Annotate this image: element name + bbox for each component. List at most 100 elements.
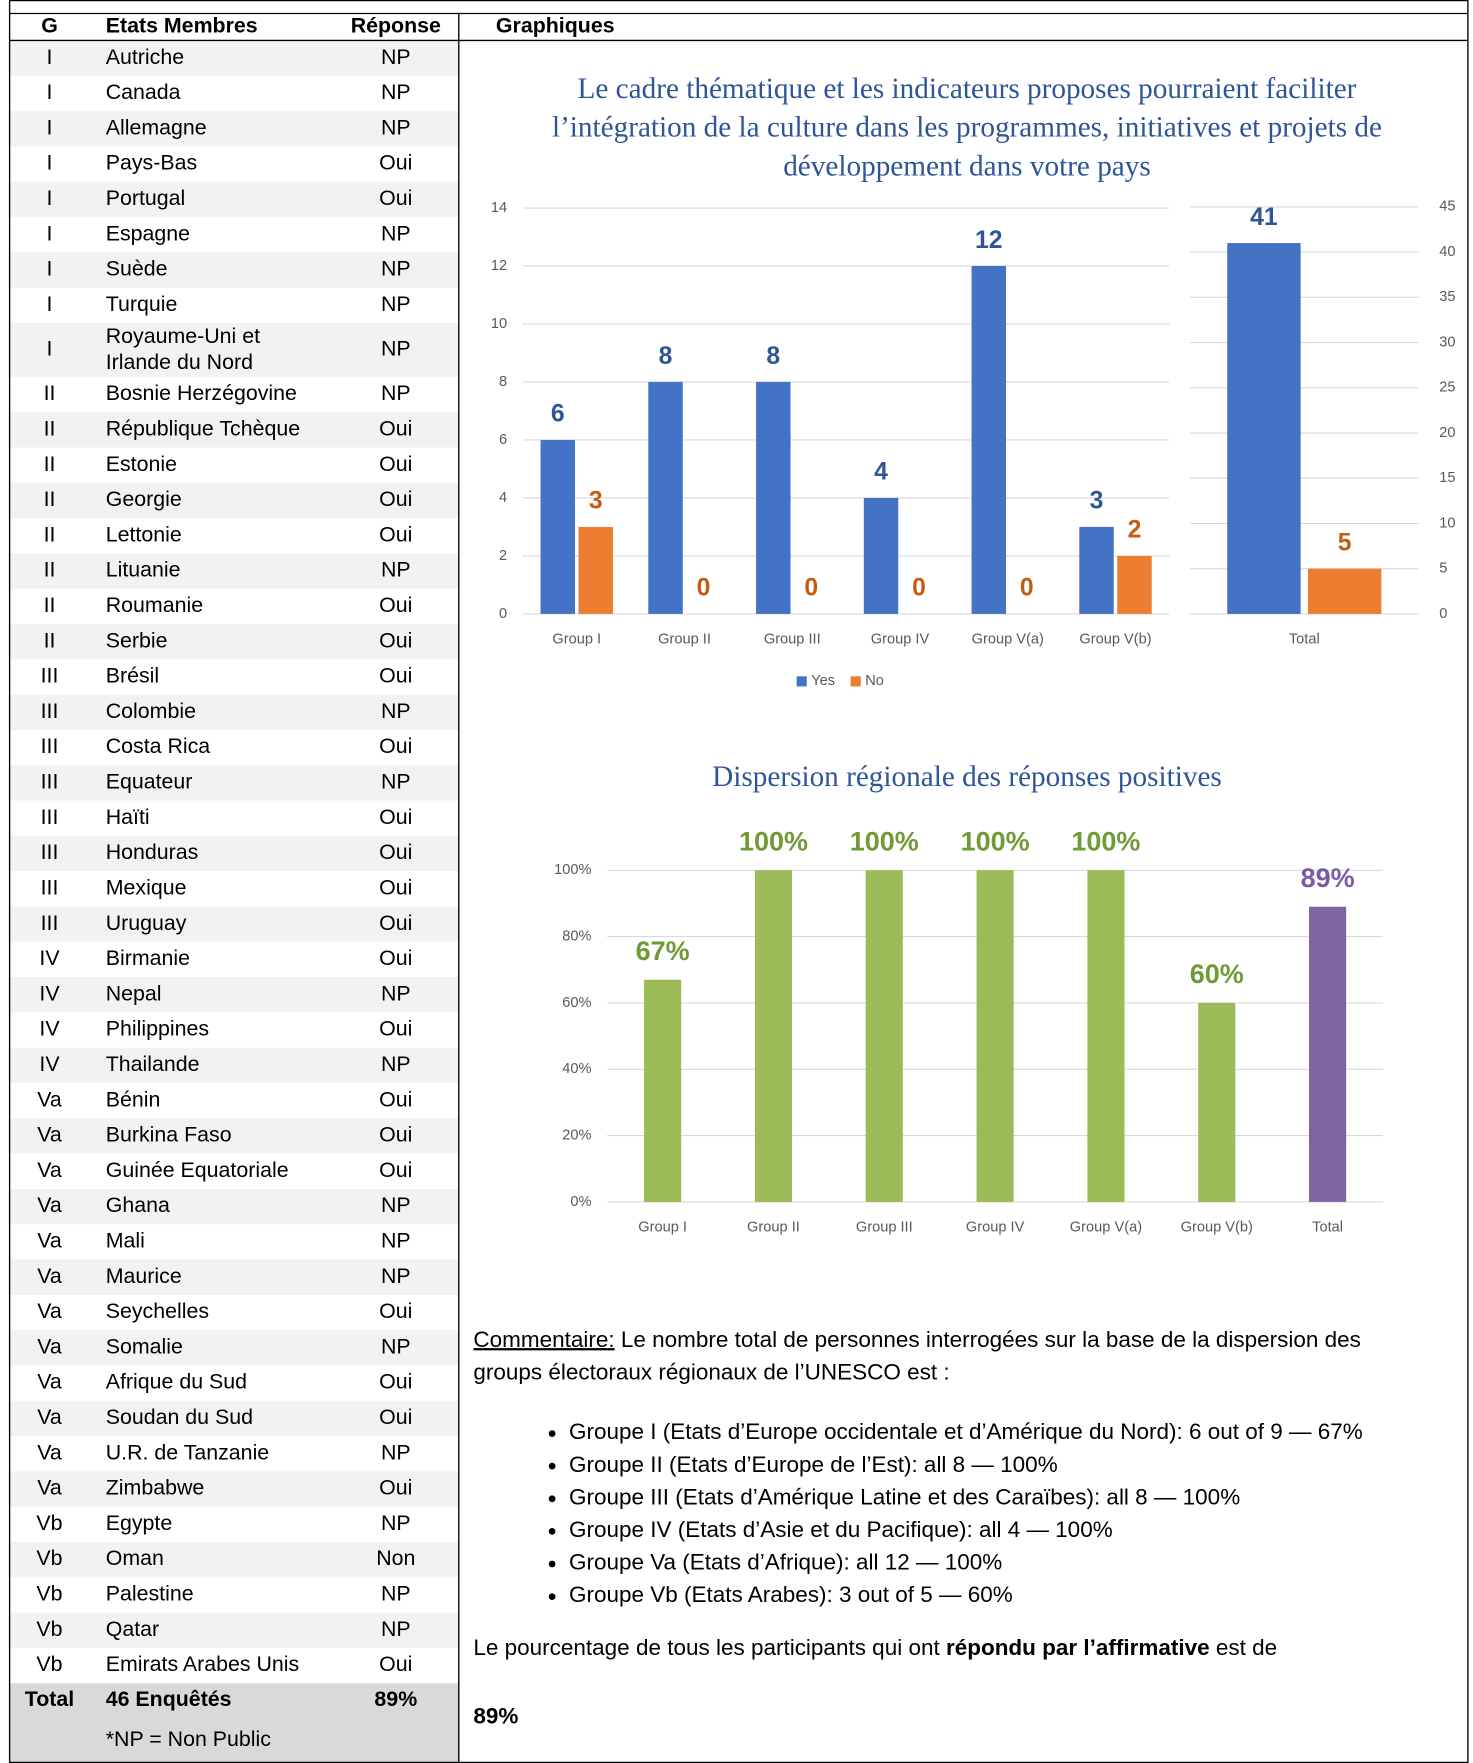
- bullet: Groupe IV (Etats d’Asie et du Pacifique)…: [569, 1515, 1457, 1548]
- bar: [1307, 568, 1382, 614]
- bar: [578, 526, 613, 614]
- row-band: [9, 1612, 459, 1648]
- column-header: Graphiques: [496, 14, 615, 38]
- response-cell: NP: [381, 337, 411, 361]
- group-cell: Va: [37, 1087, 62, 1111]
- response-cell: Oui: [379, 1370, 412, 1394]
- group-cell: II: [44, 487, 56, 511]
- group-cell: II: [44, 452, 56, 476]
- x-tick-label: Group V(b): [1079, 632, 1151, 648]
- group-cell: Vb: [36, 1511, 62, 1535]
- commentary: Commentaire: Le nombre total de personne…: [473, 1324, 1468, 1763]
- column-header: Etats Membres: [106, 14, 258, 38]
- group-cell: I: [47, 186, 53, 210]
- country-cell: Irlande du Nord: [106, 350, 253, 374]
- group-cell: Va: [37, 1264, 62, 1288]
- y-tick-label: 15: [1439, 470, 1455, 486]
- chart-title: Dispersion régionale des réponses positi…: [712, 761, 1222, 793]
- group-cell: Va: [37, 1299, 62, 1323]
- response-cell: Oui: [379, 840, 412, 864]
- y-tick-label: 25: [1439, 380, 1455, 396]
- column-header: G: [41, 14, 58, 38]
- y-tick-label: 6: [499, 432, 507, 448]
- x-tick-label: Group II: [658, 632, 711, 648]
- group-cell: III: [41, 664, 59, 688]
- response-cell: Oui: [379, 593, 412, 617]
- total-cell: 46 Enquêtés: [106, 1687, 232, 1711]
- data-label: 60%: [1190, 959, 1244, 989]
- bullet: Groupe II (Etats d’Europe de l’Est): all…: [569, 1449, 1457, 1482]
- row-band: [9, 765, 459, 801]
- response-cell: Non: [376, 1546, 415, 1570]
- country-cell: Brésil: [106, 664, 159, 688]
- group-cell: IV: [39, 981, 60, 1005]
- response-cell: NP: [381, 558, 411, 582]
- data-label: 41: [1250, 204, 1278, 231]
- data-label: 100%: [961, 826, 1030, 856]
- country-cell: Seychelles: [106, 1299, 209, 1323]
- bullet: Groupe Va (Etats d’Afrique): all 12 — 10…: [569, 1547, 1457, 1580]
- bar: [644, 979, 682, 1202]
- row-band: [9, 977, 459, 1013]
- group-cell: Vb: [36, 1652, 62, 1676]
- row-band: [9, 252, 459, 288]
- x-tick-label: Group V(a): [972, 632, 1044, 648]
- response-cell: Oui: [379, 416, 412, 440]
- country-cell: Nepal: [106, 981, 162, 1005]
- response-cell: NP: [381, 1193, 411, 1217]
- country-cell: Maurice: [106, 1264, 182, 1288]
- group-cell: III: [41, 734, 59, 758]
- x-tick-label: Group III: [856, 1220, 913, 1236]
- data-label: 5: [1338, 529, 1352, 556]
- response-cell: Oui: [379, 875, 412, 899]
- group-cell: II: [44, 416, 56, 440]
- bar: [1117, 555, 1152, 614]
- response-cell: Oui: [379, 1405, 412, 1429]
- closing-bold: répondu par l’affirmative: [945, 1635, 1210, 1661]
- x-tick-label: Group III: [764, 632, 821, 648]
- group-cell: II: [44, 593, 56, 617]
- country-cell: Georgie: [106, 487, 182, 511]
- data-label: 0: [912, 575, 926, 602]
- y-tick-label: 40%: [562, 1061, 591, 1077]
- response-cell: Oui: [379, 1123, 412, 1147]
- row-band: [9, 1118, 459, 1154]
- group-cell: IV: [39, 946, 60, 970]
- country-cell: Bosnie Herzégovine: [106, 381, 297, 405]
- group-cell: II: [44, 628, 56, 652]
- response-cell: Oui: [379, 186, 412, 210]
- response-cell: NP: [381, 699, 411, 723]
- row-band: [9, 111, 459, 147]
- x-tick-label: Group I: [552, 632, 601, 648]
- response-cell: NP: [381, 80, 411, 104]
- country-cell: République Tchèque: [106, 416, 300, 440]
- data-label: 0: [697, 575, 711, 602]
- row-band: [9, 1188, 459, 1225]
- country-cell: Autriche: [106, 45, 184, 69]
- country-cell: Philippines: [106, 1017, 209, 1041]
- country-cell: Emirats Arabes Unis: [106, 1652, 300, 1676]
- country-cell: Burkina Faso: [106, 1123, 232, 1147]
- group-cell: III: [41, 770, 59, 794]
- group-cell: Va: [37, 1334, 62, 1358]
- response-cell: Oui: [379, 1476, 412, 1500]
- group-cell: I: [47, 80, 53, 104]
- group-cell: III: [41, 805, 59, 829]
- data-label: 2: [1128, 517, 1142, 544]
- response-cell: Oui: [379, 734, 412, 758]
- y-tick-label: 8: [499, 374, 507, 390]
- country-cell: U.R. de Tanzanie: [106, 1440, 269, 1464]
- response-cell: Oui: [379, 1017, 412, 1041]
- country-cell: Serbie: [106, 628, 168, 652]
- data-label: 67%: [636, 936, 690, 966]
- response-cell: Oui: [379, 1299, 412, 1323]
- y-tick-label: 10: [491, 316, 507, 332]
- response-cell: Oui: [379, 628, 412, 652]
- row-band: [9, 694, 459, 730]
- group-cell: Vb: [36, 1617, 62, 1641]
- country-cell: Lituanie: [106, 558, 181, 582]
- group-cell: I: [47, 115, 53, 139]
- x-tick-label: Group V(a): [1070, 1220, 1142, 1236]
- group-cell: Va: [37, 1193, 62, 1217]
- bullet: Groupe I (Etats d’Europe occidentale et …: [569, 1417, 1457, 1450]
